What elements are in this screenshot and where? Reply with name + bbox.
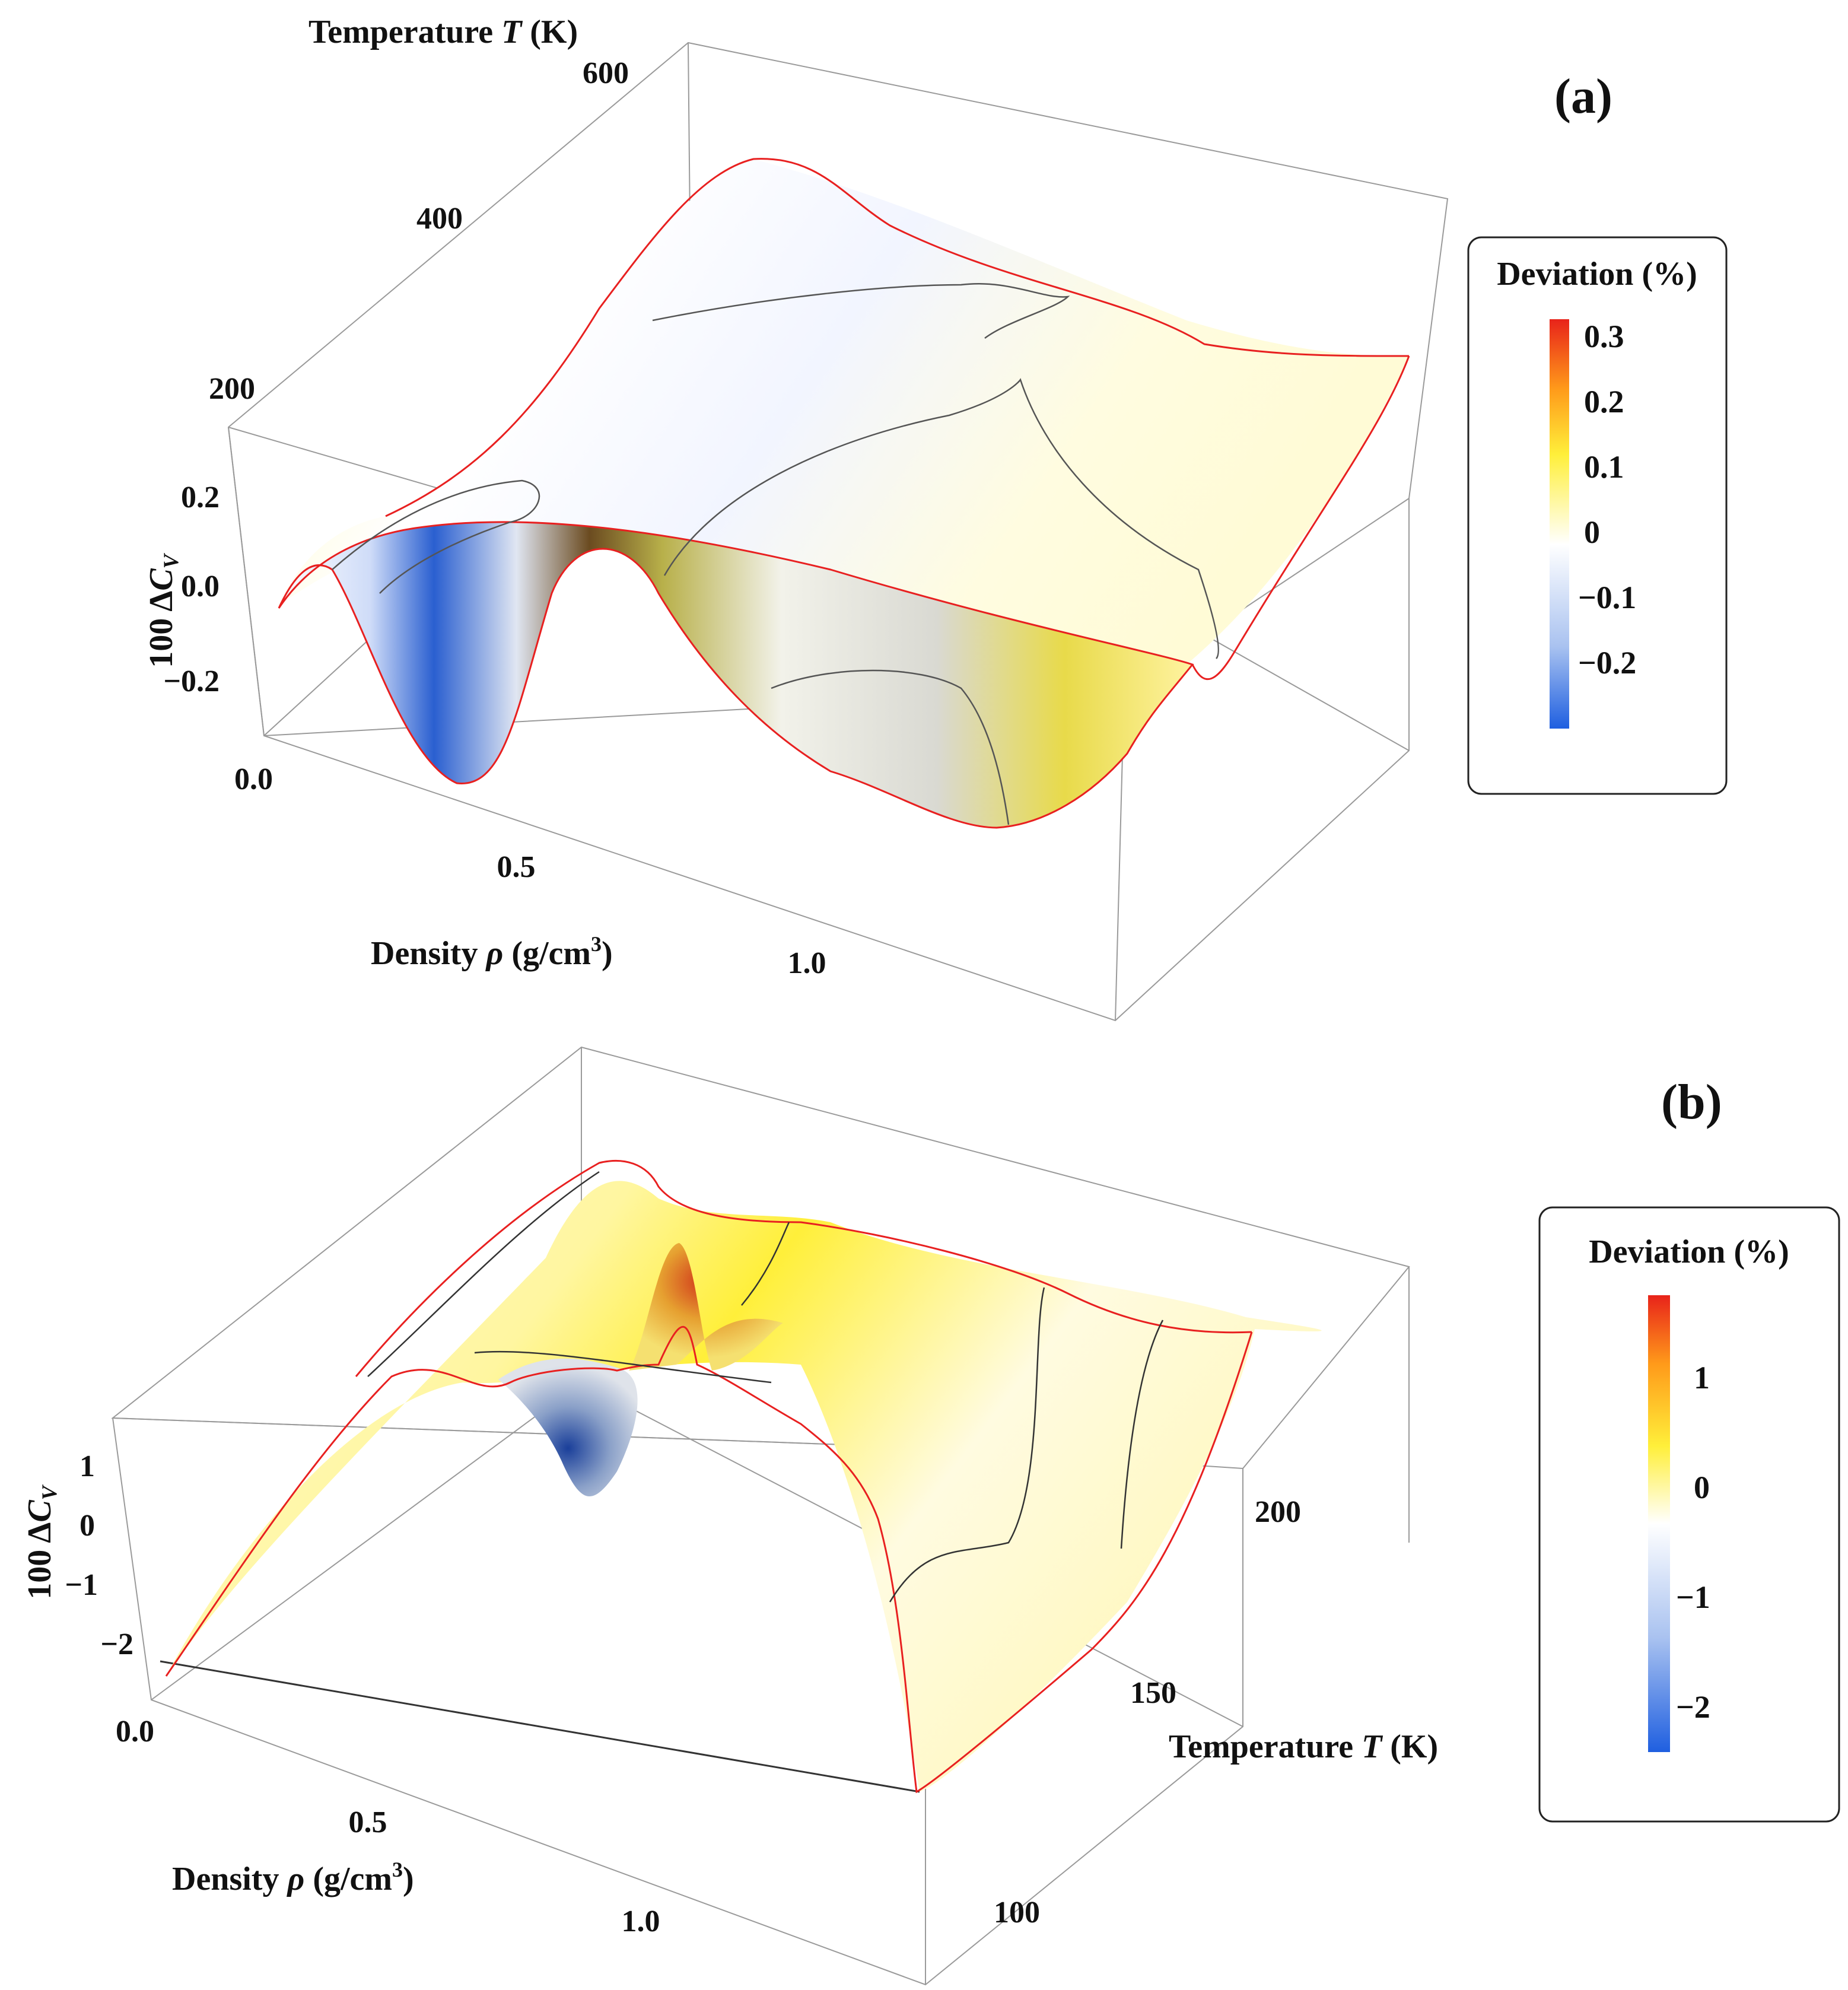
x-tick-label: 1.0	[622, 1905, 660, 1938]
colorbar-tick-label: −2	[1676, 1689, 1710, 1725]
x-axis-label-sup: 3	[591, 932, 602, 956]
y-axis-label-prefix: Temperature	[1169, 1728, 1362, 1765]
colorbar-tick-label: 0	[1694, 1470, 1710, 1505]
colorbar-tick-label: −0.1	[1578, 580, 1636, 615]
x-axis-label-units: (g/cm	[503, 935, 591, 972]
z-tick-label: −1	[65, 1568, 98, 1602]
x-axis-label-close: )	[403, 1861, 414, 1897]
y-tick-label: 600	[583, 56, 629, 90]
x-tick-label: 0.5	[497, 850, 536, 884]
x-axis-label-prefix: Density	[172, 1861, 287, 1897]
colorbar-tick-label: −0.2	[1578, 645, 1636, 681]
surface-top	[279, 159, 1409, 665]
z-axis-label-symbol: C	[21, 1500, 58, 1522]
panel-b-y-ticks: 200 150 100	[994, 1495, 1301, 1929]
x-axis-label-sup: 3	[392, 1858, 403, 1881]
y-tick-label: 400	[416, 202, 463, 236]
y-axis-label-units: (K)	[521, 14, 578, 50]
x-tick-label: 0.0	[116, 1715, 154, 1749]
surface-top	[166, 1181, 1322, 1792]
colorbar-title: Deviation (%)	[1589, 1234, 1789, 1270]
z-axis-label: 100 ΔCV	[143, 552, 183, 667]
x-axis-label-close: )	[602, 935, 613, 972]
panel-a-surface	[278, 158, 1410, 829]
grid-line	[160, 1660, 920, 1793]
x-axis-label-units: (g/cm	[304, 1861, 392, 1897]
y-tick-label: 150	[1130, 1676, 1176, 1710]
contour-line-2	[474, 1350, 772, 1384]
red-peak	[629, 1243, 783, 1371]
colorbar-title: Deviation (%)	[1497, 256, 1697, 293]
colorbar-tick-label: 0.1	[1584, 449, 1624, 485]
panel-a-y-ticks: 600 400 200	[209, 56, 629, 406]
panel-a: 600 400 200 0.2 0.0 −0.2 0.0 0.5 1.0 Tem…	[143, 14, 1728, 1022]
y-tick-label: 200	[1255, 1495, 1301, 1529]
surface-front-wall	[278, 521, 1194, 829]
y-axis-label-prefix: Temperature	[308, 14, 501, 50]
colorbar-ticks-a: 0.3 0.2 0.1 0 −0.1 −0.2	[1578, 319, 1636, 681]
contour-line-3	[332, 479, 540, 594]
x-axis-label: Density ρ (g/cm3)	[172, 1858, 414, 1897]
z-axis-label-sub: V	[159, 552, 183, 568]
colorbar-tick-label: 0	[1584, 514, 1600, 550]
z-tick-label: 0.0	[181, 570, 220, 603]
z-axis-label: 100 ΔCV	[21, 1484, 61, 1599]
blue-well	[498, 1358, 638, 1497]
z-tick-label: 0.2	[181, 481, 220, 514]
x-tick-label: 0.0	[234, 762, 273, 796]
colorbar-tick-label: 1	[1694, 1360, 1710, 1395]
y-tick-label: 200	[209, 372, 255, 406]
panel-b-x-ticks: 0.5 1.0	[349, 1805, 660, 1938]
colorbar-legend-a: Deviation (%) 0.3 0.2 0.1 0 −0.1 −0.2	[1467, 236, 1728, 795]
colorbar-tick-label: 0.3	[1584, 319, 1624, 354]
z-tick-label: −0.2	[163, 665, 220, 698]
panel-label-b: (b)	[1661, 1075, 1722, 1130]
y-axis-label-symbol: T	[501, 14, 523, 50]
colorbar-gradient	[1648, 1295, 1670, 1752]
x-tick-label: 1.0	[788, 946, 826, 980]
colorbar-tick-label: 0.2	[1584, 384, 1624, 419]
contour-line-2	[663, 378, 1219, 659]
panel-b-box	[111, 1046, 1410, 1986]
colorbar-tick-label: −1	[1676, 1579, 1710, 1615]
y-axis-label-units: (K)	[1382, 1728, 1438, 1765]
contour-line-5	[1120, 1320, 1164, 1549]
y-tick-label: 100	[994, 1896, 1040, 1929]
panel-label-a: (a)	[1554, 69, 1612, 124]
z-axis-label-symbol: C	[143, 568, 180, 591]
boundary-line-right	[1191, 355, 1410, 681]
boundary-line-left	[165, 1325, 1253, 1794]
x-axis-label-symbol: ρ	[286, 1861, 304, 1897]
contour-line-1	[652, 282, 1070, 339]
y-axis-label: Temperature T (K)	[1169, 1728, 1438, 1765]
panel-a-x-ticks: 0.5 1.0	[497, 850, 826, 980]
y-axis-label-symbol: T	[1362, 1728, 1383, 1765]
z-tick-label: −2	[100, 1627, 133, 1661]
colorbar-gradient	[1550, 319, 1569, 729]
y-axis-label: Temperature T (K)	[308, 14, 578, 50]
panel-a-z-ticks: 0.2 0.0 −0.2 0.0	[163, 481, 273, 796]
x-axis-label-symbol: ρ	[485, 935, 503, 972]
x-tick-label: 0.5	[349, 1805, 387, 1839]
z-axis-label-sub: V	[37, 1484, 61, 1500]
panel-b-z-ticks: 1 0 −1 −2 0.0	[65, 1449, 154, 1749]
contour-line-1	[367, 1171, 600, 1377]
z-axis-label-prefix: 100 Δ	[21, 1522, 58, 1600]
colorbar-legend-b: Deviation (%) 1 0 −1 −2	[1538, 1206, 1840, 1823]
boundary-line-back	[355, 1159, 1252, 1377]
z-tick-label: 0	[79, 1509, 95, 1543]
panel-b-surface	[165, 1159, 1322, 1794]
panel-b: 1 0 −1 −2 0.0 0.5 1.0 200 150 100 100 ΔC…	[21, 1046, 1840, 1986]
z-axis-label-prefix: 100 Δ	[143, 591, 180, 668]
contour-line-4	[771, 669, 1010, 825]
contour-line-4	[889, 1287, 1045, 1603]
z-tick-label: 1	[79, 1449, 95, 1483]
boundary-line-top	[385, 158, 1410, 517]
colorbar-ticks-b: 1 0 −1 −2	[1676, 1360, 1710, 1725]
contour-line-3	[741, 1222, 790, 1306]
x-axis-label: Density ρ (g/cm3)	[371, 932, 613, 972]
x-axis-label-prefix: Density	[371, 935, 486, 972]
